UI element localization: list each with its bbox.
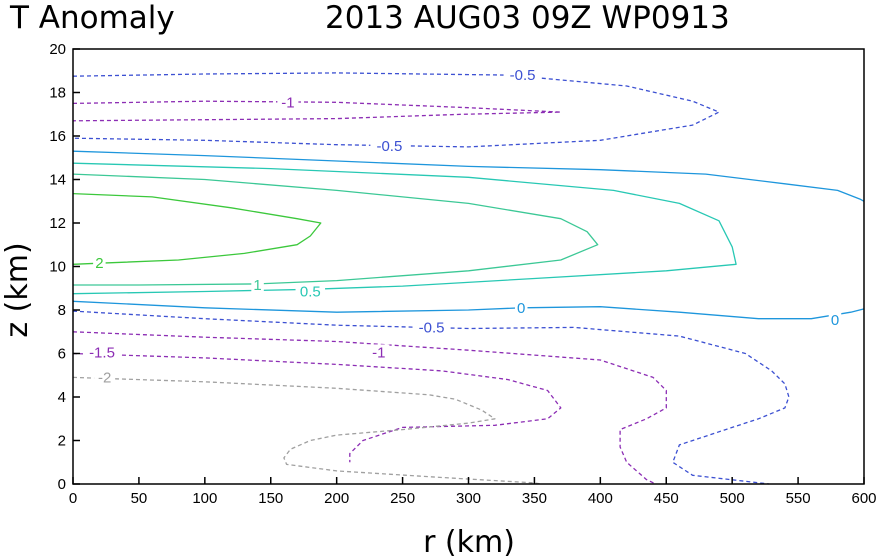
y-tick-label-16: 16 (49, 128, 66, 145)
chart-title-right: 2013 AUG03 09Z WP0913 (325, 0, 730, 36)
contour-label-pos-1-0: 1 (253, 277, 261, 294)
contour-pos-0.5 (72, 162, 737, 295)
contour-label-bg-zero-lower-1 (828, 311, 842, 328)
contour-label-bg-neg-2-0 (94, 369, 116, 386)
y-tick-label-18: 18 (49, 85, 66, 102)
x-tick-label-350: 350 (522, 490, 547, 507)
contour-pos-1 (72, 173, 599, 286)
contour-neg-1-lower (72, 331, 667, 485)
contour-label-neg-2-0: -2 (98, 369, 111, 386)
x-tick-label-150: 150 (258, 490, 283, 507)
contour-label-neg-0.5-upper-0: -0.5 (510, 67, 536, 84)
contour-label-bg-pos-0.5-0 (295, 283, 326, 300)
contour-label-pos-2-0: 2 (95, 255, 103, 272)
x-tick-label-600: 600 (851, 490, 876, 507)
contour-label-bg-neg-0.5-upper-1 (370, 137, 409, 154)
x-tick-label-450: 450 (654, 490, 679, 507)
plot-frame (72, 48, 865, 485)
contour-label-bg-neg-1-lower-0 (368, 344, 390, 361)
contour-label-bg-neg-0.5-lower-0 (412, 319, 451, 336)
chart-title-left: T Anomaly (9, 0, 175, 36)
contour-label-bg-neg-0.5-upper-0 (503, 67, 542, 84)
y-tick-label-0: 0 (58, 476, 66, 493)
x-tick-label-550: 550 (786, 490, 811, 507)
contour-neg-1-upper (72, 100, 562, 122)
contour-lines (72, 72, 865, 485)
y-tick-label-10: 10 (49, 259, 66, 276)
y-tick-label-8: 8 (58, 302, 66, 319)
y-tick-label-2: 2 (58, 433, 66, 450)
x-tick-label-100: 100 (192, 490, 217, 507)
contour-label-neg-0.5-lower-0: -0.5 (419, 319, 445, 336)
x-tick-label-0: 0 (69, 490, 77, 507)
x-tick-label-250: 250 (390, 490, 415, 507)
x-tick-label-50: 50 (131, 490, 148, 507)
axis-ticks: 0 50 100 150 200 250 300 350 400 450 500 550 6000246… (49, 41, 876, 507)
contour-label-bg-pos-1-0 (251, 276, 264, 293)
contour-neg-1.5 (72, 352, 562, 463)
x-tick-label-400: 400 (588, 490, 613, 507)
contour-labels: -0.5 -0.5 -1 0.5 1 2 0 0 -0.5 -1 -1.5 -2 (83, 67, 842, 386)
contour-label-neg-1-upper-0: -1 (281, 94, 294, 111)
contour-label-bg-zero-lower-0 (514, 299, 528, 316)
contour-zero-upper (72, 150, 865, 202)
contour-label-bg-neg-1-upper-0 (277, 94, 299, 111)
x-tick-label-300: 300 (456, 490, 481, 507)
contour-neg-0.5-lower (72, 310, 790, 485)
contour-label-pos-0.5-0: 0.5 (300, 284, 321, 301)
contour-label-zero-lower-0: 0 (517, 300, 525, 317)
contour-zero-lower (72, 300, 865, 320)
contour-label-bg-pos-2-0 (93, 255, 106, 272)
contour-pos-2 (72, 192, 322, 265)
y-tick-label-6: 6 (58, 346, 66, 363)
x-tick-label-500: 500 (720, 490, 745, 507)
contour-neg-0.5-upper (72, 72, 720, 148)
contour-label-zero-lower-1: 0 (831, 312, 839, 329)
y-axis-label: z (km) (0, 242, 35, 337)
y-tick-label-12: 12 (49, 215, 66, 232)
contour-label-neg-0.5-upper-1: -0.5 (376, 138, 402, 155)
contour-label-bg-neg-1.5-0 (83, 344, 122, 361)
y-tick-label-20: 20 (49, 41, 66, 58)
y-tick-label-4: 4 (58, 389, 66, 406)
contour-label-neg-1.5-0: -1.5 (89, 344, 115, 361)
y-tick-label-14: 14 (49, 172, 66, 189)
contour-neg-2 (72, 376, 542, 485)
x-axis-label: r (km) (423, 525, 515, 559)
x-tick-label-200: 200 (324, 490, 349, 507)
contour-label-neg-1-lower-0: -1 (372, 344, 385, 361)
